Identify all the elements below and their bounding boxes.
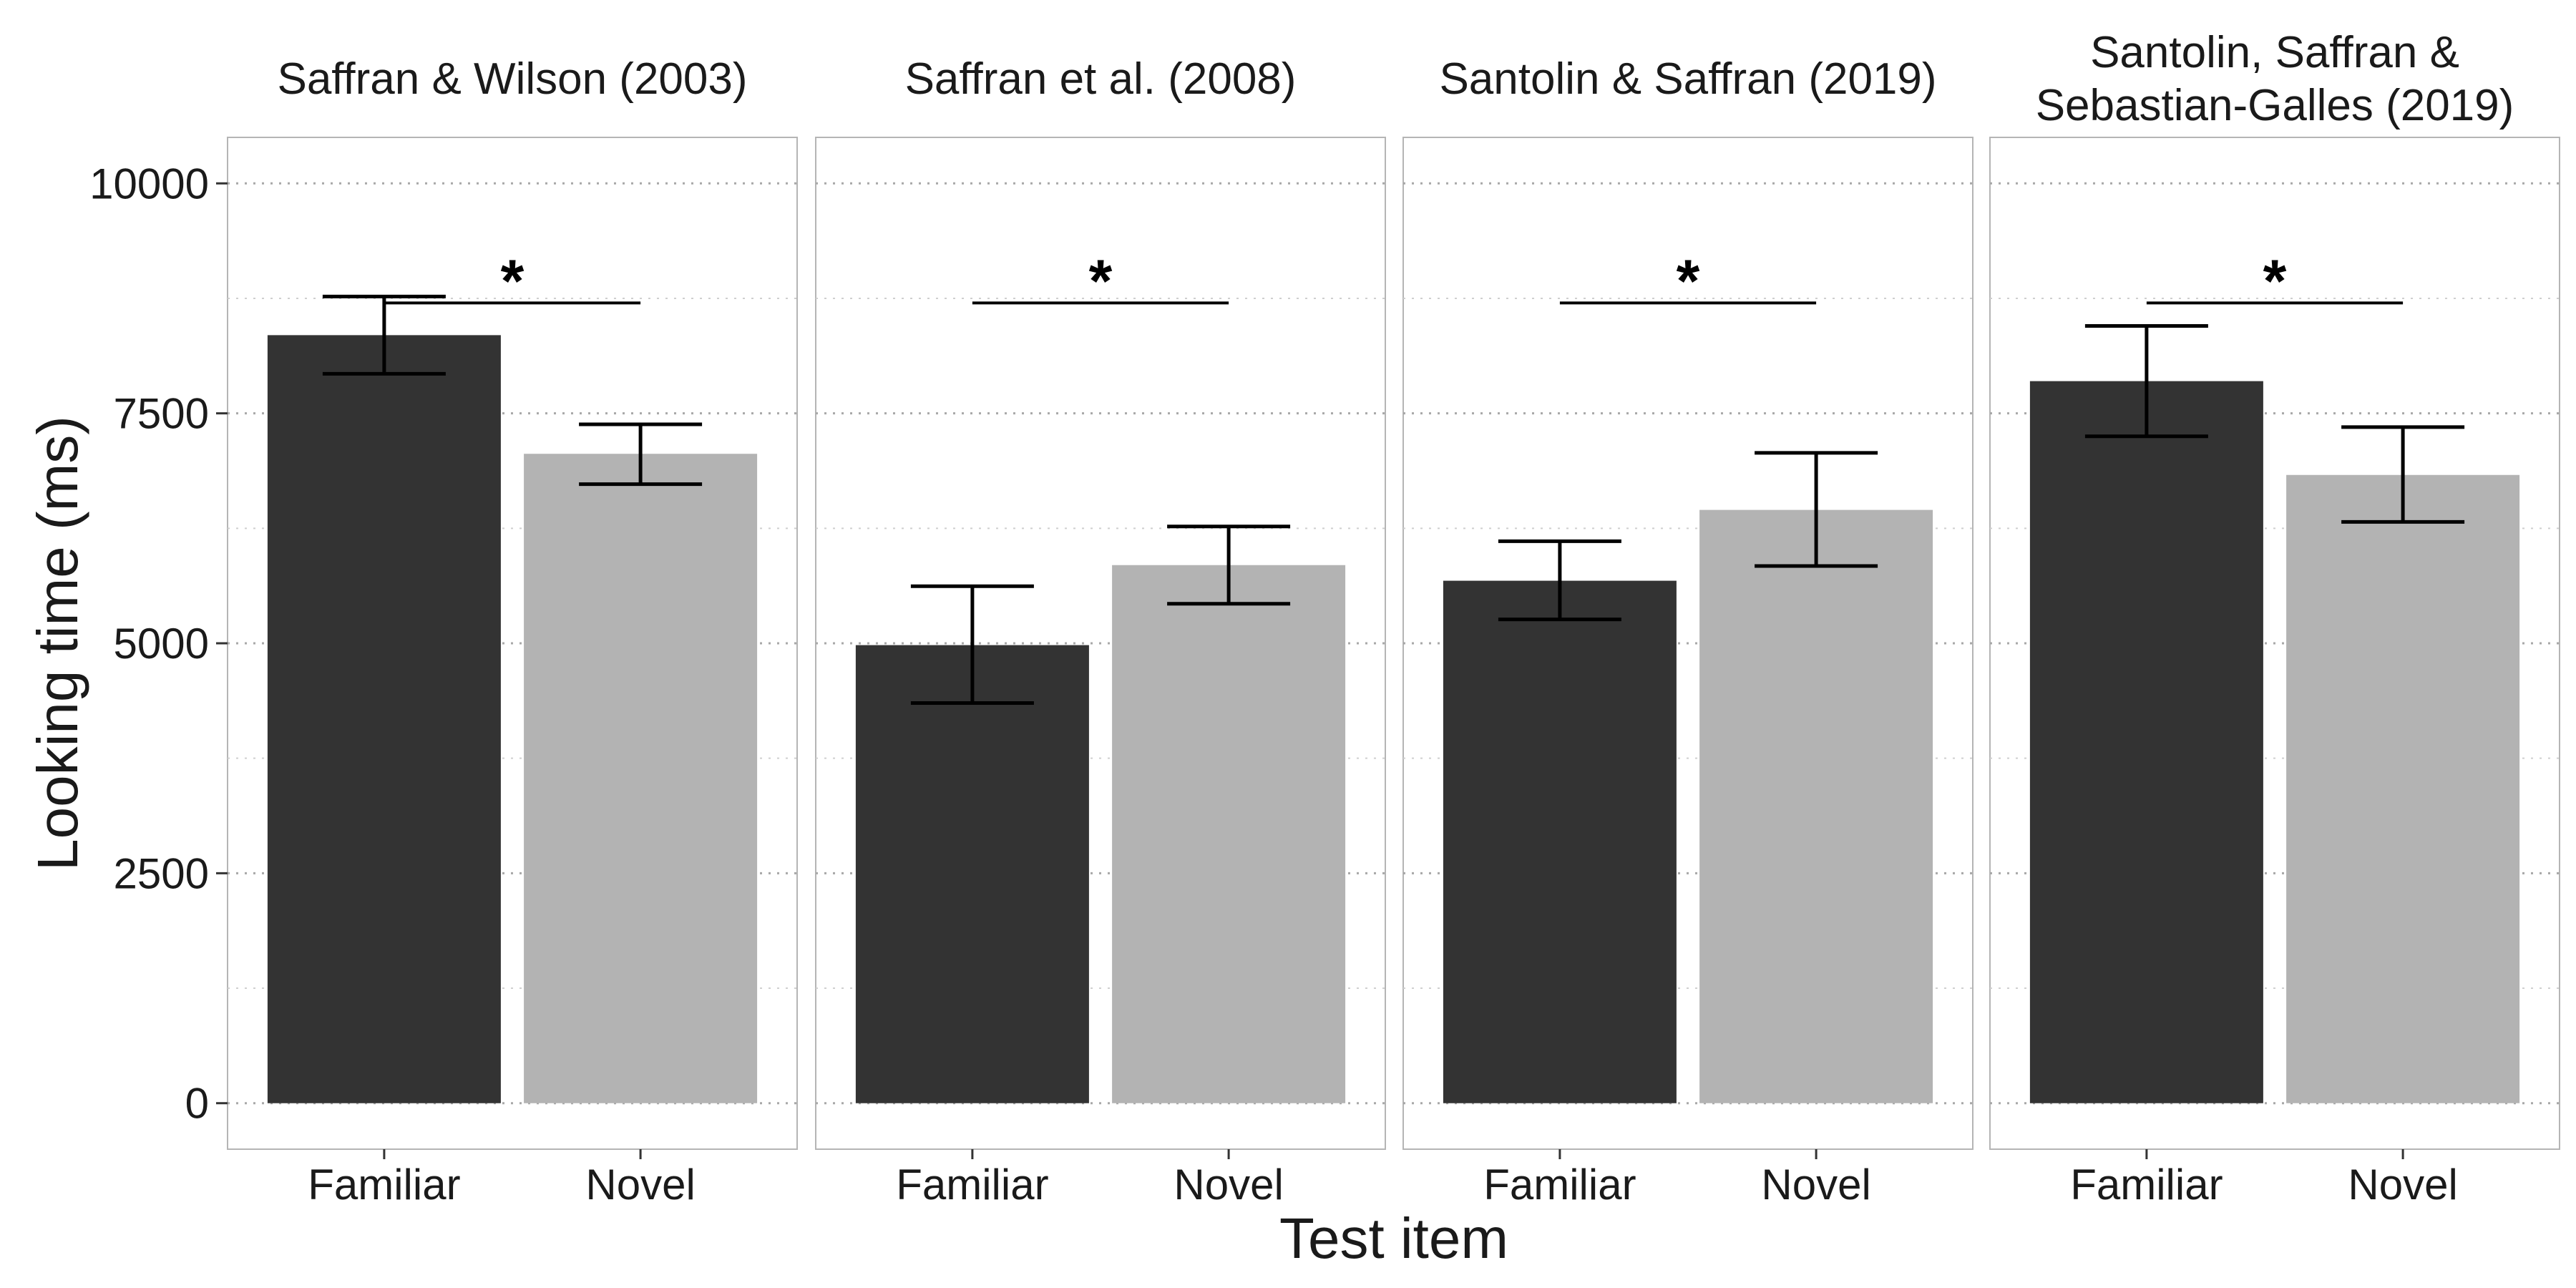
x-tick-label: Novel [585,1161,695,1209]
bar-novel [1112,565,1346,1103]
panel: * Santolin & Saffran (2019) Familiar Novel [1402,54,1974,1209]
bar-novel [2286,474,2520,1103]
significance-marker: * [2263,247,2287,314]
x-tick-label: Familiar [896,1161,1048,1209]
significance-marker: * [501,247,525,314]
y-tick-label: 2500 [114,849,209,897]
bar-familiar [2029,381,2263,1103]
significance-marker: * [1677,247,1700,314]
significance-marker: * [1089,247,1113,314]
chart-panels: * Saffran & Wilson (2003) Familiar Novel * Sa… [227,28,2560,1209]
panel-title-line: Santolin, Saffran & [2090,28,2459,77]
x-tick-label: Familiar [1483,1161,1636,1209]
bar-familiar [267,335,501,1103]
y-axis: 0 2500 5000 7500 10000 [89,160,228,1128]
y-tick-label: 0 [185,1080,209,1128]
panel: * Santolin, Saffran &Sebastian-Galles (20… [1989,28,2560,1209]
y-axis-title: Looking time (ms) [26,416,89,871]
bar-novel [1699,509,1933,1103]
x-tick-label: Novel [1174,1161,1283,1209]
x-tick-label: Familiar [308,1161,460,1209]
bar-novel [524,454,758,1103]
x-tick-label: Novel [2348,1161,2457,1209]
panel-title: Saffran et al. (2008) [905,54,1297,104]
panel: * Saffran & Wilson (2003) Familiar Novel [227,54,798,1209]
y-tick-label: 7500 [114,390,209,438]
y-tick-label: 10000 [89,160,209,208]
x-axis-title: Test item [1279,1206,1508,1270]
x-tick-label: Novel [1761,1161,1870,1209]
panel-title-line: Sebastian-Galles (2019) [2036,81,2514,130]
x-tick-label: Familiar [2070,1161,2223,1209]
panel-title: Santolin & Saffran (2019) [1439,54,1936,104]
y-tick-label: 5000 [114,620,209,668]
panel-title: Saffran & Wilson (2003) [277,54,747,104]
bar-familiar [1443,580,1677,1103]
panel: * Saffran et al. (2008) Familiar Novel [815,54,1386,1209]
bar-familiar [855,645,1089,1103]
